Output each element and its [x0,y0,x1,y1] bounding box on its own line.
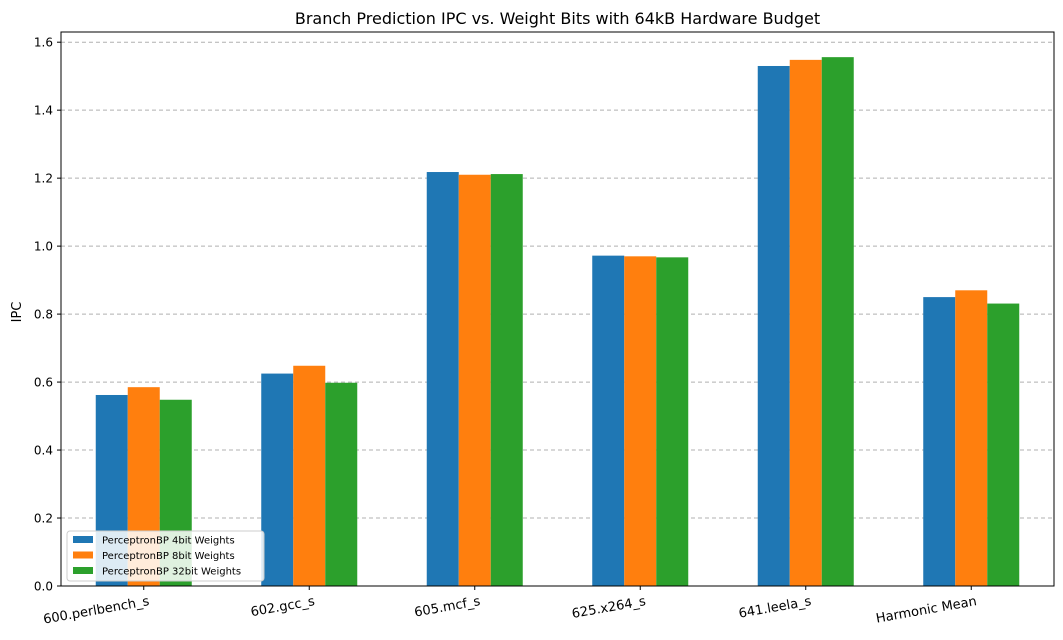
y-tick-label: 1.4 [34,104,53,118]
bar-1 [923,297,956,586]
bar-2 [789,59,822,587]
legend-frame [66,530,265,582]
y-tick-label: 0.2 [34,512,53,526]
legend-swatch [73,567,93,574]
gridlines [61,41,1054,519]
bar-2 [458,174,491,586]
plot-frame [60,31,1055,587]
y-tick-label: 0.4 [34,444,53,458]
bar-2 [293,365,326,586]
y-axis-label: IPC [10,302,25,323]
x-tick-label: Harmonic Mean [875,594,978,626]
y-tick-label: 1.2 [34,172,53,186]
y-tick-label: 1.6 [34,36,53,50]
bar-3 [987,303,1020,586]
x-tick-label: 602.gcc_s [250,594,317,620]
legend-label: PerceptronBP 4bit Weights [102,536,235,547]
bar-1 [757,65,790,586]
y-tick-label: 1.0 [34,240,53,254]
x-axis: 600.perlbench_s 602.gcc_s 605.mcf_s 625.x26… [42,586,978,628]
bar-3 [490,174,523,586]
bar-2 [624,256,657,586]
bar-1 [592,255,625,586]
y-axis: 0.0 0.2 0.4 0.6 0.8 1.0 1.2 1.4 1.6 [34,36,61,594]
legend-swatch [73,551,93,559]
y-tick-label: 0.6 [34,376,53,390]
x-tick-label: 600.perlbench_s [42,594,150,627]
y-tick-label: 0.8 [34,308,53,322]
bar-3 [656,257,689,586]
bar-3 [821,57,854,586]
bar-3 [325,382,358,586]
y-tick-label: 0.0 [34,580,53,594]
legend-label: PerceptronBP 8bit Weights [102,551,235,562]
legend-label: PerceptronBP 32bit Weights [102,567,241,578]
bar-1 [426,172,459,586]
legend-swatch [73,536,93,543]
chart-title: Branch Prediction IPC vs. Weight Bits wi… [295,9,820,28]
x-tick-label: 641.leela_s [738,594,813,622]
bars [95,57,1020,587]
bar-2 [955,290,988,586]
bar-1 [261,373,294,586]
legend: PerceptronBP 4bit Weights PerceptronBP 8b… [66,530,265,582]
x-tick-label: 605.mcf_s [413,594,481,620]
x-tick-label: 625.x264_s [571,594,647,622]
